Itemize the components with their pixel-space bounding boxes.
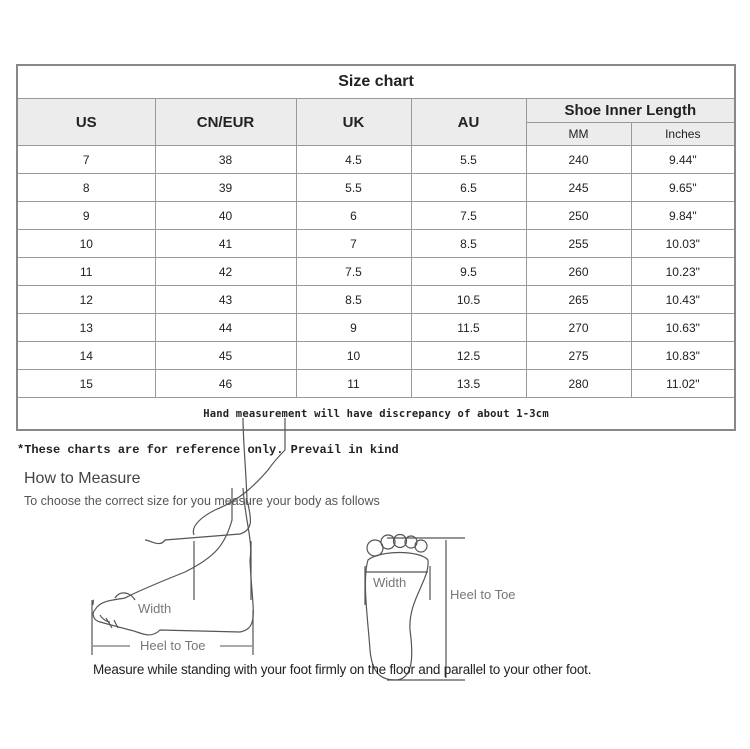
table-cell: 11 xyxy=(295,369,412,398)
table-row: 8 39 5.5 6.5 245 9.65" xyxy=(16,173,736,202)
table-cell: 10 xyxy=(295,341,412,370)
table-cell: 245 xyxy=(525,173,632,202)
sole-foot-icon xyxy=(364,533,465,681)
reference-note: *These charts are for reference only. Pr… xyxy=(17,443,399,457)
how-to-measure-subtitle: To choose the correct size for you measu… xyxy=(24,494,380,508)
table-cell: 12 xyxy=(16,285,156,314)
table-cell: 10.63" xyxy=(630,313,736,342)
table-row: 14 45 10 12.5 275 10.83" xyxy=(16,341,736,370)
how-to-measure-title: How to Measure xyxy=(24,470,141,487)
header-shoe-inner-length: Shoe Inner Length xyxy=(525,98,736,123)
sole-length-label: Heel to Toe xyxy=(450,587,516,602)
table-cell: 38 xyxy=(154,145,297,174)
header-au: AU xyxy=(410,98,527,146)
sole-width-label: Width xyxy=(373,575,406,590)
table-cell: 10.43" xyxy=(630,285,736,314)
table-cell: 275 xyxy=(525,341,632,370)
table-cell: 9.5 xyxy=(410,257,527,286)
size-chart-table: Size chart US CN/EUR UK AU Shoe Inner Le… xyxy=(16,64,737,431)
table-cell: 7.5 xyxy=(410,201,527,230)
table-cell: 44 xyxy=(154,313,297,342)
table-cell: 8.5 xyxy=(295,285,412,314)
table-cell: 10.83" xyxy=(630,341,736,370)
table-cell: 43 xyxy=(154,285,297,314)
header-uk: UK xyxy=(295,98,412,146)
table-row: 7 38 4.5 5.5 240 9.44" xyxy=(16,145,736,174)
table-cell: 40 xyxy=(154,201,297,230)
side-width-label: Width xyxy=(138,601,171,616)
table-row: 10 41 7 8.5 255 10.03" xyxy=(16,229,736,258)
table-cell: 7 xyxy=(16,145,156,174)
table-cell: 11.02" xyxy=(630,369,736,398)
table-cell: 46 xyxy=(154,369,297,398)
table-cell: 45 xyxy=(154,341,297,370)
side-length-label: Heel to Toe xyxy=(140,638,206,653)
table-cell: 13.5 xyxy=(410,369,527,398)
table-cell: 10.5 xyxy=(410,285,527,314)
table-cell: 9 xyxy=(295,313,412,342)
table-cell: 280 xyxy=(525,369,632,398)
table-cell: 5.5 xyxy=(295,173,412,202)
table-cell: 10.03" xyxy=(630,229,736,258)
measure-caption: Measure while standing with your foot fi… xyxy=(93,662,592,677)
table-cell: 11 xyxy=(16,257,156,286)
table-cell: 270 xyxy=(525,313,632,342)
header-mm: MM xyxy=(525,122,632,146)
table-footer-note: Hand measurement will have discrepancy o… xyxy=(16,397,736,431)
table-cell: 10.23" xyxy=(630,257,736,286)
table-cell: 15 xyxy=(16,369,156,398)
table-row: 15 46 11 13.5 280 11.02" xyxy=(16,369,736,398)
table-cell: 240 xyxy=(525,145,632,174)
header-inches: Inches xyxy=(630,122,736,146)
table-row: 12 43 8.5 10.5 265 10.43" xyxy=(16,285,736,314)
side-foot-icon xyxy=(91,417,286,655)
